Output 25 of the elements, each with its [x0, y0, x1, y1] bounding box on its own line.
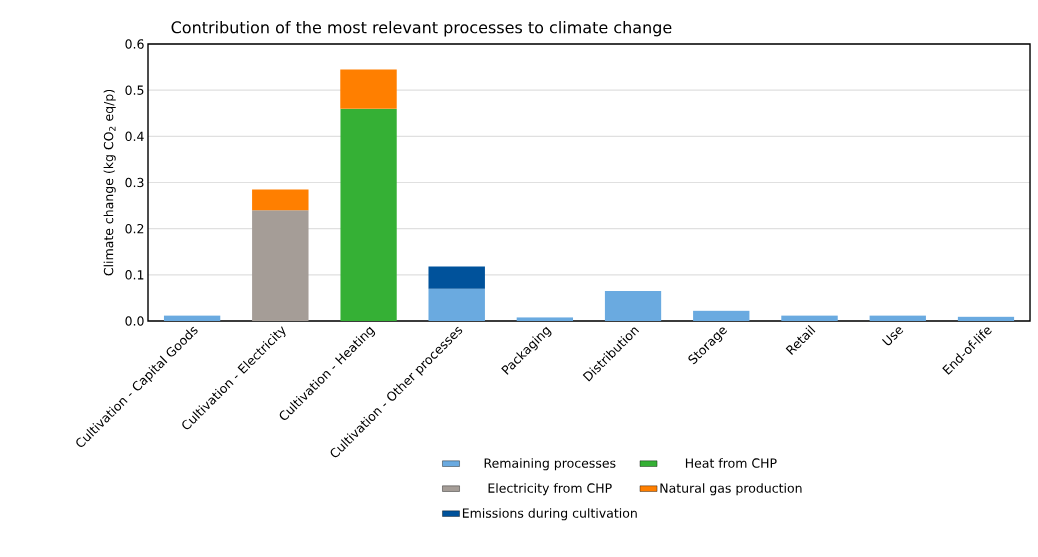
y-axis-title: Climate change (kg CO$_{2}$ eq/p) [103, 89, 116, 276]
y-tick-label: 0.4 [125, 131, 144, 142]
legend-label: Natural gas production [660, 483, 802, 496]
legend-label: Emissions during cultivation [462, 508, 637, 521]
legend-label: Remaining processes [484, 458, 616, 471]
y-tick-label: 0.2 [125, 223, 144, 234]
bar [252, 210, 309, 321]
y-tick-label: 0.5 [125, 85, 144, 95]
chart-title: Contribution of the most relevant processes to climate change [171, 20, 672, 37]
bar [428, 288, 485, 321]
bar [781, 315, 838, 321]
legend-label: Heat from CHP [685, 458, 777, 468]
bar [957, 316, 1015, 321]
y-tick-label: 0.0 [125, 316, 144, 326]
y-tick-label: 0.3 [125, 177, 144, 188]
x-tick-label: Use [881, 327, 904, 346]
y-tick-label: 0.1 [125, 270, 144, 280]
bar [428, 266, 485, 289]
bar [604, 290, 662, 321]
legend-label: Electricity from CHP [488, 483, 612, 496]
bar [693, 310, 750, 321]
bar [252, 189, 309, 211]
y-tick-label: 0.6 [125, 39, 144, 49]
bar [340, 108, 397, 321]
bar [340, 69, 397, 109]
